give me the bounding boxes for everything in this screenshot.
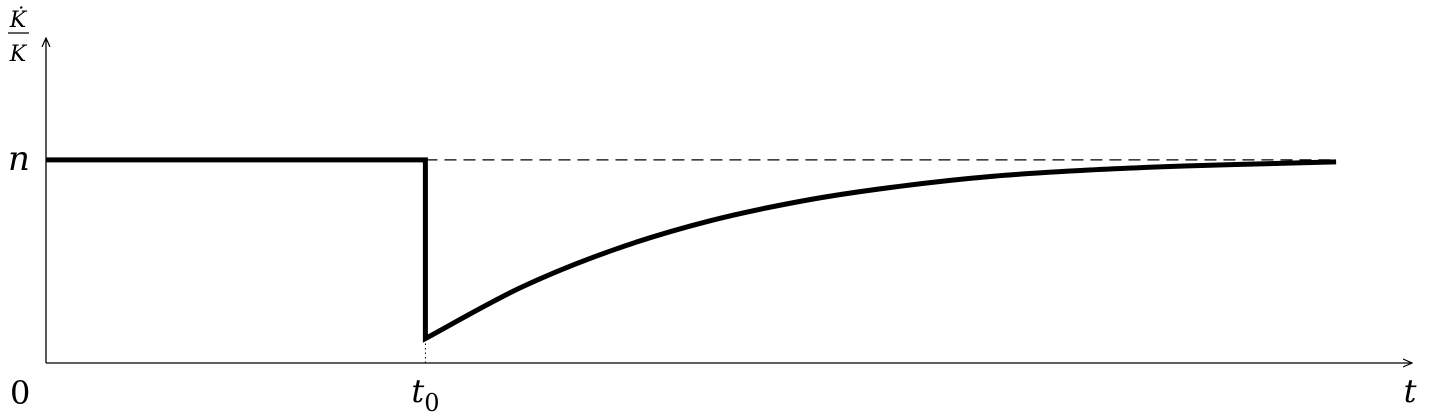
x-tick-label-t0-base: t	[411, 372, 424, 410]
y-tick-label-n: n	[8, 139, 30, 179]
y-axis-label-denominator: K	[9, 42, 28, 67]
y-axis-label-numerator: K̇	[9, 7, 28, 33]
x-tick-label-t0: t0	[411, 372, 439, 417]
x-axis-label: t	[1404, 372, 1417, 410]
origin-label: 0	[10, 374, 30, 412]
series-line	[46, 157, 1337, 343]
x-tick-label-t0-subscript: 0	[424, 389, 439, 417]
y-axis-label: K̇ K	[8, 7, 29, 67]
